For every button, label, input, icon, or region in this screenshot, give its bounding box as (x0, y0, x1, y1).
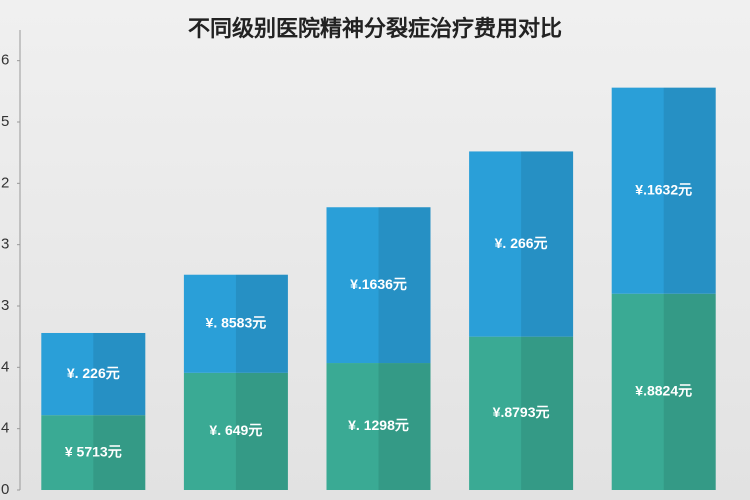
y-tick-label: 4 (1, 358, 9, 375)
bar-shade (93, 415, 146, 490)
bar-segment (469, 336, 574, 490)
bar-shade (235, 372, 288, 490)
bar-shade (521, 336, 574, 490)
bar-shade (521, 151, 574, 337)
y-tick-label: 5 (1, 113, 9, 130)
y-tick-label: 6 (1, 52, 9, 69)
bar-segment (41, 415, 146, 490)
bar-shade (235, 274, 288, 373)
bar-segment (183, 274, 288, 373)
bar-segment (611, 87, 716, 294)
bar-segment (41, 332, 146, 416)
segment-label: ¥. 226元 (67, 365, 120, 381)
segment-label: ¥.8793元 (493, 404, 550, 420)
y-tick-label: 0 (1, 481, 9, 498)
bar-shade (663, 293, 716, 490)
segment-label: ¥.1636元 (350, 276, 407, 292)
y-tick-label: 3 (1, 297, 9, 314)
segment-label: ¥.1632元 (635, 181, 692, 197)
bar-shade (378, 363, 431, 490)
segment-label: ¥. 8583元 (206, 314, 267, 330)
bar-shade (663, 87, 716, 294)
segment-label: ¥. 649元 (209, 422, 262, 438)
segment-label: ¥. 266元 (495, 235, 548, 251)
y-tick-label: 2 (1, 174, 9, 191)
bar-segment (326, 207, 431, 364)
y-tick-label: 4 (1, 420, 9, 437)
chart-title: 不同级别医院精神分裂症治疗费用对比 (188, 16, 562, 41)
bar-segment (183, 372, 288, 490)
bar-shade (378, 207, 431, 364)
segment-label: ¥ 5713元 (65, 443, 122, 459)
bar-segment (469, 151, 574, 337)
bar-segment (326, 363, 431, 490)
bar-shade (93, 332, 146, 416)
segment-label: ¥.8824元 (635, 383, 692, 399)
segment-label: ¥. 1298元 (348, 417, 409, 433)
y-tick-label: 3 (1, 236, 9, 253)
bar-segment (611, 293, 716, 490)
